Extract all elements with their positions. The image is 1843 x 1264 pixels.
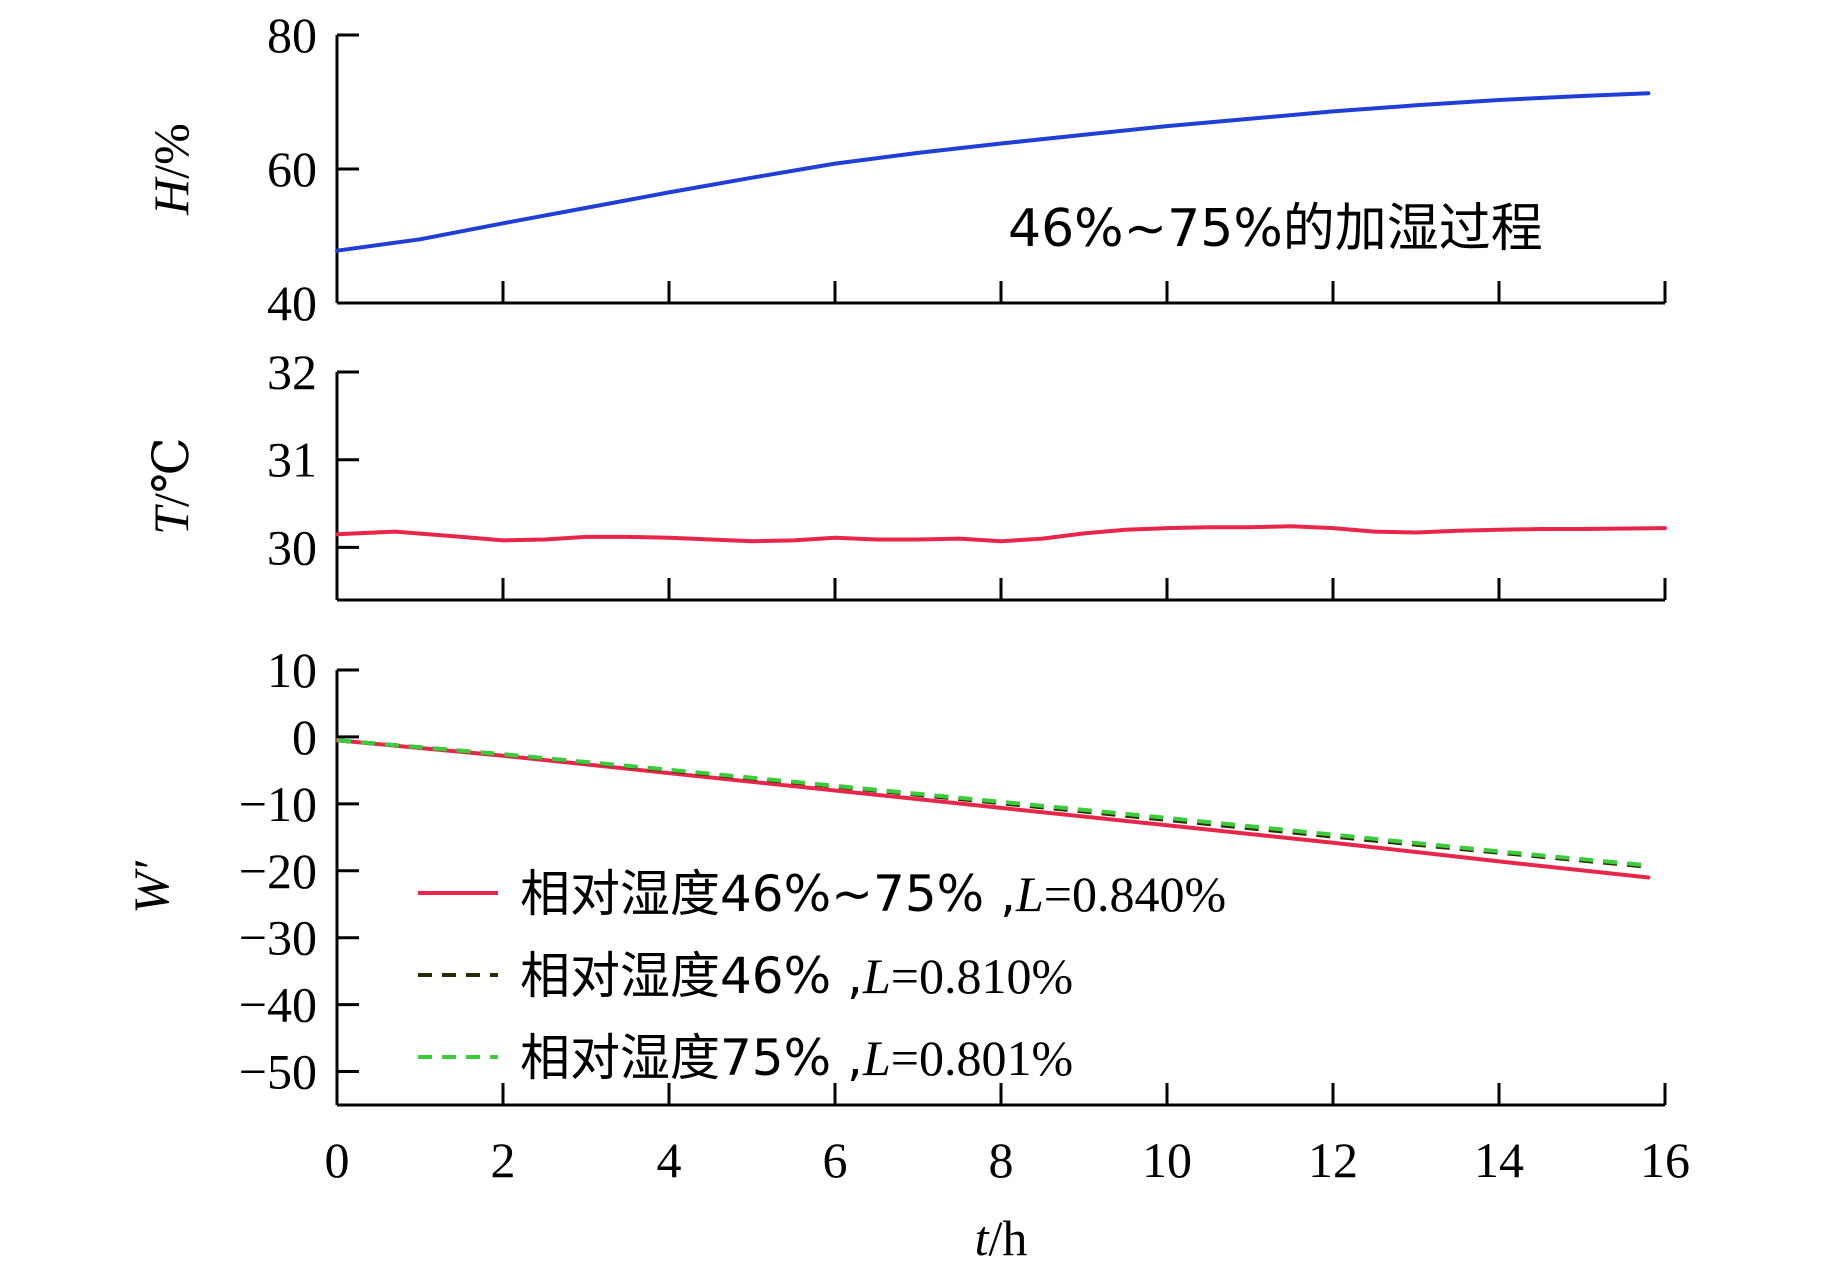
- x-tick-label: 12: [1308, 1132, 1358, 1188]
- series-line-2: [336, 738, 1649, 868]
- x-tick-label: 10: [1142, 1132, 1192, 1188]
- y-tick-label: −40: [239, 977, 317, 1033]
- y-tick-label: 31: [267, 432, 317, 488]
- legend-label-0: 相对湿度46%~75% ,L=0.840%: [520, 865, 1226, 923]
- y-tick-label: 30: [267, 519, 317, 575]
- x-axis-title: t/h: [975, 1210, 1028, 1264]
- y-axis-title: T/℃: [143, 437, 199, 535]
- y-tick-label: 10: [267, 642, 317, 698]
- y-tick-label: −10: [239, 776, 317, 832]
- y-tick-label: −50: [239, 1044, 317, 1100]
- x-tick-label: 14: [1474, 1132, 1524, 1188]
- x-tick-label: 16: [1640, 1132, 1690, 1188]
- series-line-0: [335, 738, 1651, 880]
- y-tick-label: 40: [267, 275, 317, 331]
- y-tick-label: −30: [239, 910, 317, 966]
- y-tick-label: 80: [267, 7, 317, 63]
- panel-temperature: 30 31 32 T/℃: [143, 344, 1667, 602]
- x-tick-label: 6: [823, 1132, 848, 1188]
- panel-strain: −50 −40 −30 −20 −10 0 10 0 2 4 6 8 10 12 14 16 t/h W′ 相对湿度…: [123, 642, 1690, 1264]
- x-tick-label: 0: [325, 1132, 350, 1188]
- x-tick-label: 4: [657, 1132, 682, 1188]
- y-tick-label: 60: [267, 141, 317, 197]
- y-tick-label: 32: [267, 344, 317, 400]
- series-line-0: [335, 91, 1651, 253]
- legend: 相对湿度46%~75% ,L=0.840% 相对湿度46% ,L=0.810% 相对…: [418, 865, 1226, 1087]
- series-line-1: [336, 738, 1649, 869]
- y-axis-title: W′: [123, 860, 179, 914]
- series-line-0: [335, 524, 1667, 544]
- y-tick-label: 0: [292, 709, 317, 765]
- legend-label-2: 相对湿度75% ,L=0.801%: [520, 1029, 1073, 1087]
- x-tick-label: 8: [989, 1132, 1014, 1188]
- panel-humidity: 40 60 80 H/% 46%~75%的加湿过程: [143, 7, 1667, 331]
- annotation-text: 46%~75%的加湿过程: [1008, 199, 1543, 259]
- legend-label-1: 相对湿度46% ,L=0.810%: [520, 947, 1073, 1005]
- y-axis-title: H/%: [143, 123, 199, 216]
- y-tick-label: −20: [239, 843, 317, 899]
- x-tick-label: 2: [491, 1132, 516, 1188]
